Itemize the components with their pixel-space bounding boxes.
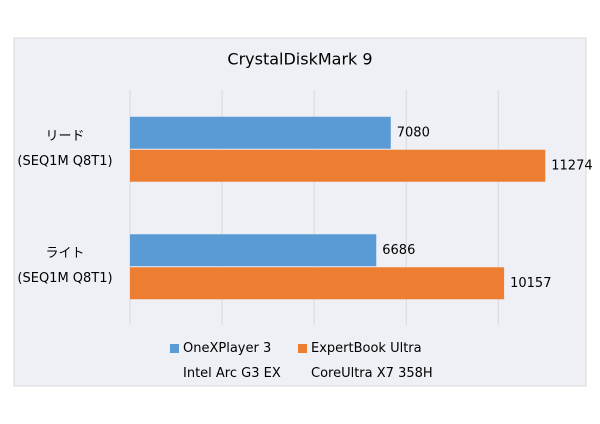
value-label: 6686 — [382, 243, 415, 258]
chart-panel — [13, 37, 587, 387]
legend-label: ExpertBook Ultra CoreUltra X7 358H — [311, 341, 433, 381]
bar — [130, 149, 546, 182]
legend-swatch — [298, 344, 307, 353]
category-label: ライト (SEQ1M Q8T1) — [17, 246, 113, 287]
value-label: 11274 — [551, 158, 592, 173]
value-label: 7080 — [397, 125, 430, 140]
bar — [130, 116, 391, 149]
legend-swatch — [170, 344, 179, 353]
legend-label: OneXPlayer 3 Intel Arc G3 EX — [183, 341, 281, 381]
bar — [130, 234, 377, 267]
chart-title: CrystalDiskMark 9 — [227, 50, 372, 69]
value-label: 10157 — [510, 276, 551, 291]
category-label: リード (SEQ1M Q8T1) — [17, 128, 113, 169]
bar — [130, 267, 505, 300]
